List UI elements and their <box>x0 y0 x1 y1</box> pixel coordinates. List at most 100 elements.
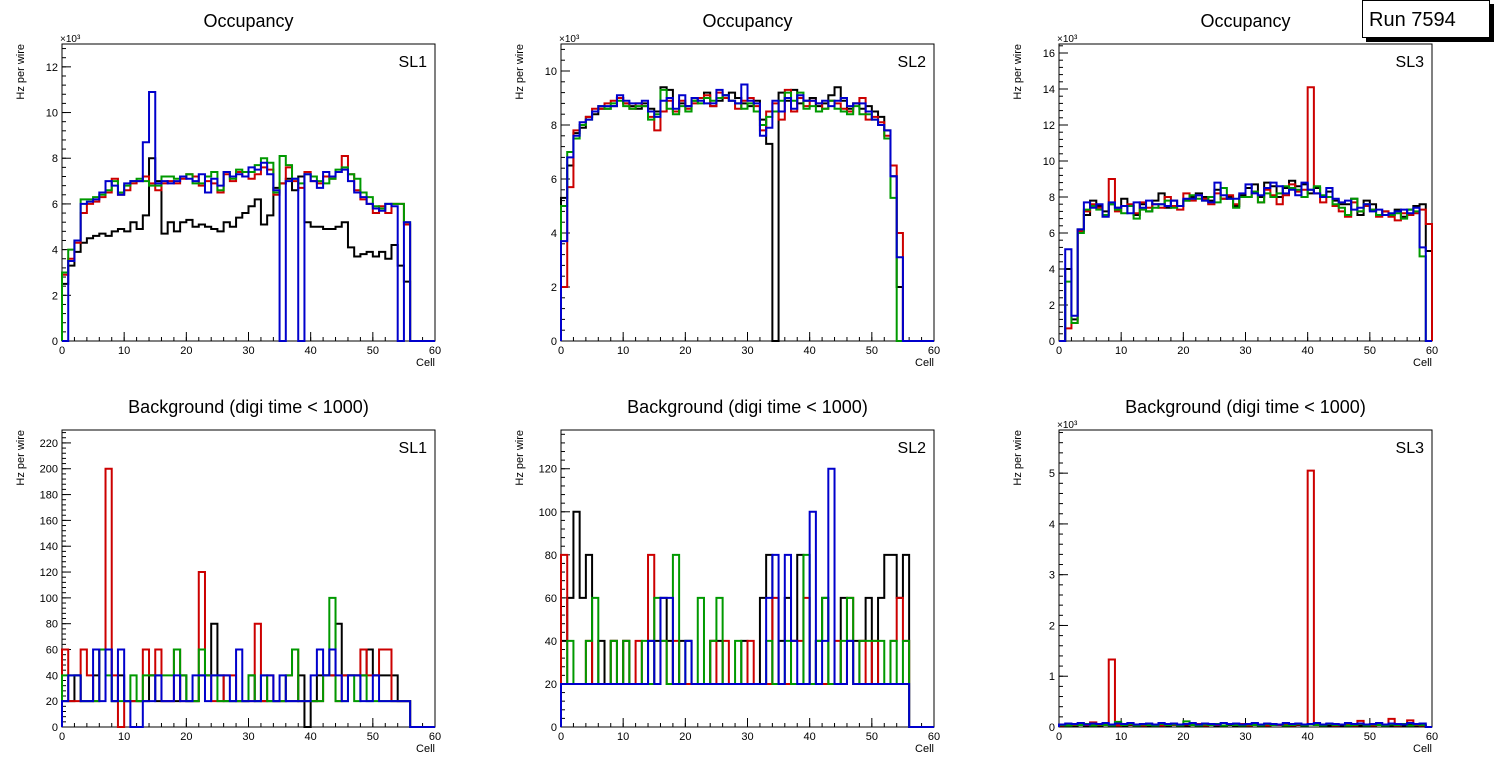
y-axis-label: Hz per wire <box>514 430 526 486</box>
chart-title: Background (digi time < 1000) <box>627 397 868 417</box>
superlayer-label: SL2 <box>898 54 927 71</box>
run-label: Run 7594 <box>1362 0 1490 38</box>
superlayer-label: SL3 <box>1396 54 1425 71</box>
chart-panel-4: Background (digi time < 1000) SL1 Cell Hz p… <box>15 397 441 755</box>
histogram-series-black <box>560 510 934 728</box>
x-tick-label: 0 <box>558 731 564 743</box>
y-tick-label: 40 <box>545 636 557 648</box>
x-tick-label: 40 <box>1302 345 1314 357</box>
x-tick-label: 50 <box>866 731 878 743</box>
y-tick-label: 4 <box>551 228 557 240</box>
y-tick-label: 10 <box>545 66 557 78</box>
x-axis-label: Cell <box>1413 743 1432 755</box>
y-tick-label: 8 <box>551 120 557 132</box>
x-tick-label: 40 <box>305 345 317 357</box>
histogram-series-black <box>61 157 435 342</box>
y-tick-label: 2 <box>551 282 557 294</box>
superlayer-label: SL2 <box>898 440 927 457</box>
y-tick-label: 40 <box>46 670 58 682</box>
x-tick-label: 20 <box>180 731 192 743</box>
y-tick-label: 20 <box>46 696 58 708</box>
x-tick-label: 30 <box>242 345 254 357</box>
x-tick-label: 50 <box>1364 731 1376 743</box>
y-tick-label: 0 <box>1049 722 1055 734</box>
y-tick-label: 140 <box>40 541 58 553</box>
y-tick-label: 5 <box>1049 468 1055 480</box>
x-tick-label: 60 <box>928 345 940 357</box>
y-tick-label: 0 <box>551 722 557 734</box>
exponent-label: ×10³ <box>1057 420 1078 431</box>
x-tick-label: 10 <box>617 731 629 743</box>
y-tick-label: 180 <box>40 490 58 502</box>
superlayer-label: SL1 <box>399 440 428 457</box>
y-tick-label: 10 <box>1043 156 1055 168</box>
superlayer-label: SL3 <box>1396 440 1425 457</box>
y-axis-label: Hz per wire <box>514 44 526 100</box>
x-tick-label: 20 <box>679 345 691 357</box>
histogram-series-red <box>560 88 934 342</box>
x-tick-label: 10 <box>617 345 629 357</box>
y-tick-label: 20 <box>545 679 557 691</box>
histogram-series-blue <box>1059 181 1432 342</box>
y-tick-label: 0 <box>551 336 557 348</box>
y-tick-label: 1 <box>1049 671 1055 683</box>
y-tick-label: 0 <box>52 722 58 734</box>
exponent-label: ×10³ <box>60 34 81 45</box>
x-tick-label: 50 <box>1364 345 1376 357</box>
x-axis-label: Cell <box>416 743 435 755</box>
x-tick-label: 40 <box>804 731 816 743</box>
x-tick-label: 60 <box>429 731 441 743</box>
y-tick-label: 220 <box>40 438 58 450</box>
y-tick-label: 60 <box>46 645 58 657</box>
y-tick-label: 80 <box>46 619 58 631</box>
histogram-series-blue <box>1058 721 1432 728</box>
superlayer-label: SL1 <box>399 54 428 71</box>
y-tick-label: 12 <box>46 62 58 74</box>
histogram-series-blue <box>62 90 435 342</box>
x-tick-label: 30 <box>741 731 753 743</box>
chart-panel-6: Background (digi time < 1000) SL3 ×10³ Cell… <box>1012 397 1438 755</box>
x-tick-label: 40 <box>305 731 317 743</box>
chart-title: Background (digi time < 1000) <box>1125 397 1366 417</box>
x-axis-label: Cell <box>416 357 435 369</box>
x-tick-label: 50 <box>367 731 379 743</box>
x-tick-label: 30 <box>242 731 254 743</box>
histogram-series-green <box>61 154 435 342</box>
y-axis-label: Hz per wire <box>15 44 27 100</box>
y-tick-label: 120 <box>40 567 58 579</box>
x-tick-label: 50 <box>367 345 379 357</box>
y-tick-label: 2 <box>52 290 58 302</box>
y-tick-label: 2 <box>1049 300 1055 312</box>
histogram-series-green <box>560 88 934 342</box>
x-tick-label: 60 <box>1426 731 1438 743</box>
x-tick-label: 10 <box>118 345 130 357</box>
y-axis-label: Hz per wire <box>1012 430 1024 486</box>
x-tick-label: 10 <box>118 731 130 743</box>
x-tick-label: 20 <box>679 731 691 743</box>
y-tick-label: 2 <box>1049 620 1055 632</box>
y-tick-label: 14 <box>1043 84 1055 96</box>
histogram-series-blue <box>560 467 934 728</box>
y-tick-label: 100 <box>40 593 58 605</box>
histogram-series-blue <box>560 83 934 342</box>
x-axis-label: Cell <box>915 357 934 369</box>
chart-title: Occupancy <box>203 11 293 31</box>
x-tick-label: 40 <box>804 345 816 357</box>
y-tick-label: 4 <box>52 245 58 257</box>
y-tick-label: 8 <box>52 153 58 165</box>
y-tick-label: 200 <box>40 464 58 476</box>
x-tick-label: 40 <box>1302 731 1314 743</box>
x-tick-label: 20 <box>1177 731 1189 743</box>
chart-title: Background (digi time < 1000) <box>128 397 369 417</box>
x-tick-label: 60 <box>928 731 940 743</box>
x-tick-label: 10 <box>1115 345 1127 357</box>
y-tick-label: 6 <box>1049 228 1055 240</box>
x-tick-label: 60 <box>429 345 441 357</box>
exponent-label: ×10³ <box>559 34 580 45</box>
y-tick-label: 0 <box>52 336 58 348</box>
exponent-label: ×10³ <box>1057 34 1078 45</box>
histogram-series-blue <box>61 648 435 728</box>
